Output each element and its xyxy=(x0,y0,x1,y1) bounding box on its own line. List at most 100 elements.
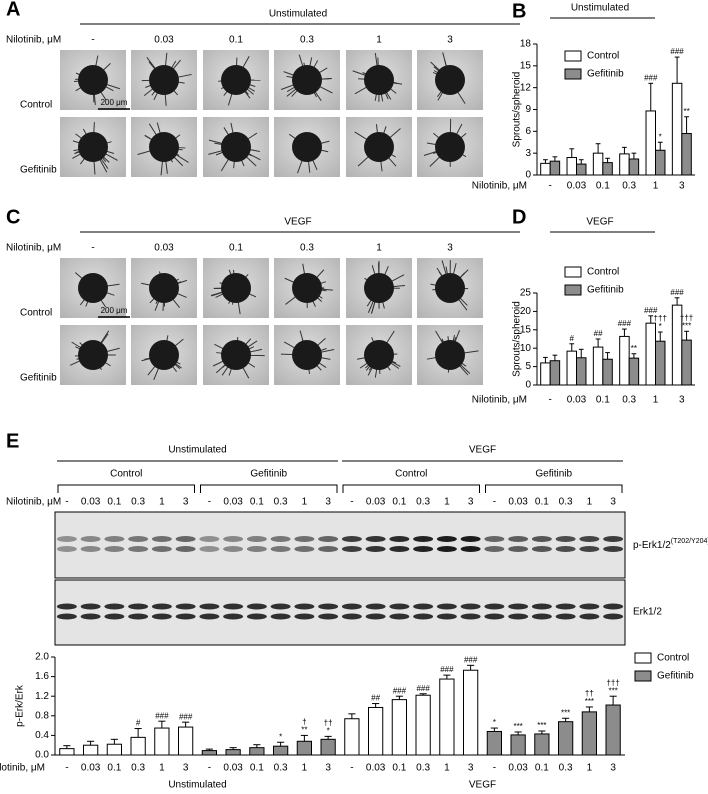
band xyxy=(80,546,101,552)
band xyxy=(223,603,244,610)
significance-label: *** xyxy=(585,697,594,706)
band-label: Erk1/2 xyxy=(633,607,662,618)
bar xyxy=(628,158,640,176)
spheroid xyxy=(78,273,108,303)
significance-label: †† xyxy=(324,718,333,727)
band xyxy=(128,546,149,552)
dose-label: 0.1 xyxy=(229,243,243,254)
bar xyxy=(344,718,360,756)
band xyxy=(318,603,339,610)
band xyxy=(365,613,386,620)
dose-label: 1 xyxy=(376,35,382,46)
band xyxy=(246,613,267,620)
band xyxy=(436,603,457,610)
spheroid xyxy=(435,65,465,95)
lane-dose-label: 0.03 xyxy=(366,497,386,508)
lane-dose-label: - xyxy=(208,497,211,508)
significance-label: ** xyxy=(631,344,637,353)
bar xyxy=(605,704,621,756)
y-tick-label: 0 xyxy=(525,170,531,181)
legend-swatch xyxy=(634,652,652,664)
blot xyxy=(54,579,626,646)
y-axis-label: Sprouts/spheroid xyxy=(512,72,523,148)
significance-label: * xyxy=(327,726,330,735)
lane-dose-label: 0.3 xyxy=(416,497,430,508)
spheroid xyxy=(78,132,108,162)
band xyxy=(341,536,362,542)
band xyxy=(294,603,315,610)
band xyxy=(175,603,196,610)
band xyxy=(389,603,410,610)
bar xyxy=(592,346,604,386)
band xyxy=(270,613,291,620)
chart-title: Unstimulated xyxy=(571,3,629,14)
dose-label: 1 xyxy=(376,243,382,254)
spheroid xyxy=(221,132,251,162)
significance-label: # xyxy=(570,334,575,343)
spheroid xyxy=(292,65,322,95)
bar xyxy=(368,706,384,756)
significance-label: ** xyxy=(683,107,689,116)
significance-label: ### xyxy=(179,712,193,721)
x-tick-label: 0.03 xyxy=(508,763,528,774)
band xyxy=(389,613,410,620)
x-tick-label: - xyxy=(548,395,551,406)
lane-dose-label: - xyxy=(493,497,496,508)
significance-label: *** xyxy=(608,686,617,695)
band xyxy=(508,603,529,610)
x-tick-label: 0.1 xyxy=(392,763,406,774)
band xyxy=(104,603,125,610)
band xyxy=(80,613,101,620)
x-axis-label: Nilotinib, μM xyxy=(472,395,527,406)
spheroid xyxy=(364,273,394,303)
band xyxy=(460,546,481,552)
dose-label: 0.03 xyxy=(154,35,174,46)
x-tick-label: 0.03 xyxy=(366,763,386,774)
band xyxy=(508,546,529,552)
band xyxy=(104,536,125,542)
band xyxy=(246,603,267,610)
band xyxy=(318,613,339,620)
chart-title: VEGF xyxy=(586,217,613,228)
subgroup-label: Control xyxy=(110,469,142,480)
band xyxy=(151,613,172,620)
band xyxy=(175,546,196,552)
spheroid xyxy=(149,132,179,162)
band xyxy=(484,613,505,620)
band xyxy=(460,603,481,610)
band xyxy=(223,536,244,542)
band xyxy=(294,546,315,552)
row-label: Gefitinib xyxy=(20,165,57,176)
band xyxy=(341,613,362,620)
group-label: Unstimulated xyxy=(168,445,226,456)
y-tick-label: 12 xyxy=(520,82,532,93)
bar xyxy=(581,711,597,756)
bar xyxy=(296,740,312,756)
band xyxy=(128,536,149,542)
lane-dose-label: - xyxy=(350,497,353,508)
band xyxy=(318,536,339,542)
band xyxy=(56,536,77,542)
band xyxy=(555,613,576,620)
band xyxy=(436,546,457,552)
band xyxy=(104,546,125,552)
panel-letter: A xyxy=(6,0,20,20)
bar xyxy=(59,748,75,756)
bar xyxy=(540,162,551,176)
band xyxy=(531,613,552,620)
bar xyxy=(619,335,630,386)
panel-letter: C xyxy=(6,206,20,228)
significance-label: ### xyxy=(155,711,169,720)
band xyxy=(460,613,481,620)
x-tick-label: 1 xyxy=(587,763,593,774)
lane-dose-label: 1 xyxy=(159,497,165,508)
y-tick-label: 1.6 xyxy=(35,671,49,682)
band xyxy=(413,536,434,542)
bar xyxy=(534,733,550,756)
x-tick-label: 0.03 xyxy=(567,181,587,192)
legend-swatch xyxy=(634,670,652,682)
legend-label: Control xyxy=(587,267,619,278)
y-tick-label: 25 xyxy=(520,288,532,299)
band xyxy=(579,546,600,552)
panel-letter: E xyxy=(6,430,19,452)
